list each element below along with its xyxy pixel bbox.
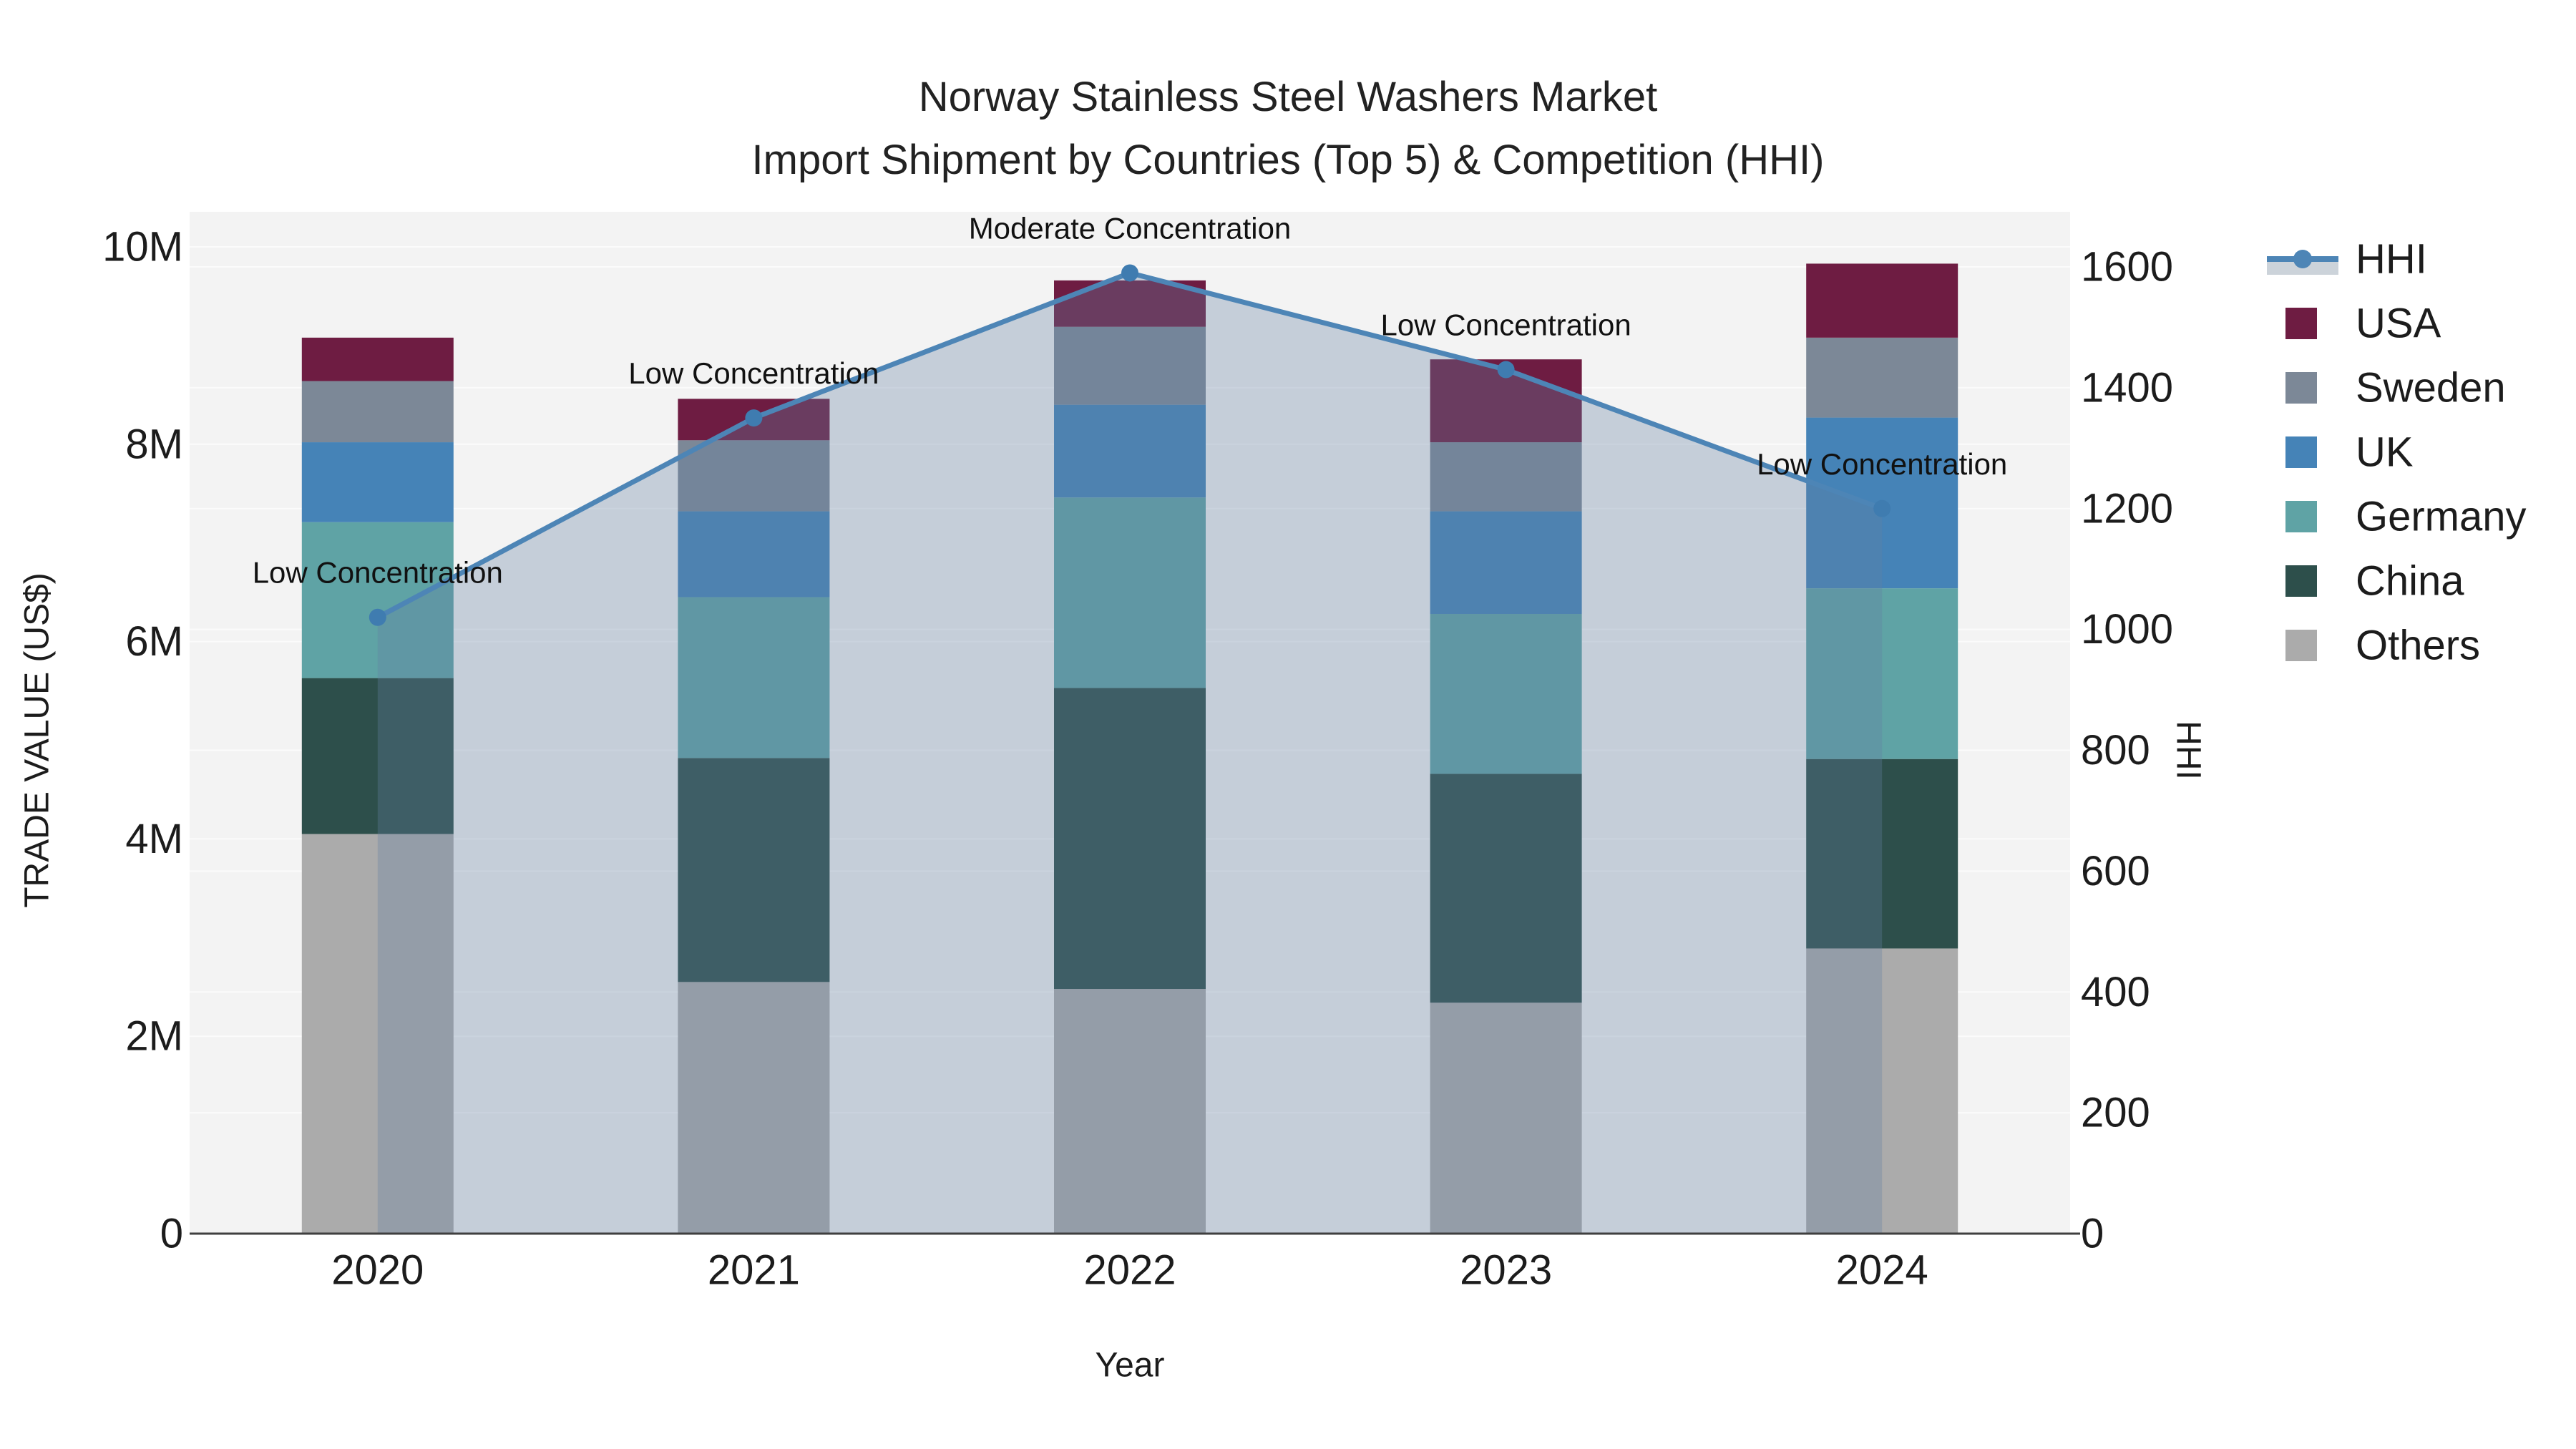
bar-segment-usa-2024[interactable] — [1806, 263, 1958, 338]
chart-title-line2: Import Shipment by Countries (Top 5) & C… — [751, 137, 1825, 183]
bar-segment-others-2021[interactable] — [678, 982, 830, 1234]
bar-segment-sweden-2023[interactable] — [1430, 442, 1582, 512]
x-tick-label: 2021 — [708, 1247, 800, 1294]
legend-item-hhi[interactable]: HHI — [2267, 236, 2427, 283]
y-right-tick-label: 600 — [2081, 848, 2150, 894]
y-right-tick-label: 1000 — [2081, 606, 2173, 653]
y-left-tick-label: 10M — [102, 224, 183, 270]
legend-hhi-marker-icon — [2293, 250, 2312, 268]
legend-label: USA — [2356, 301, 2441, 347]
legend-item-usa[interactable]: USA — [2285, 301, 2441, 347]
bar-segment-uk-2021[interactable] — [678, 511, 830, 597]
x-tick-label: 2022 — [1083, 1247, 1176, 1294]
y-right-tick-label: 200 — [2081, 1090, 2150, 1136]
bar-segment-uk-2020[interactable] — [301, 442, 454, 522]
bar-segment-sweden-2024[interactable] — [1806, 337, 1958, 418]
y-right-tick-label: 1200 — [2081, 485, 2173, 532]
hhi-marker-2020[interactable] — [369, 608, 386, 626]
legend-label: HHI — [2356, 236, 2427, 283]
bar-segment-china-2020[interactable] — [301, 678, 454, 834]
legend-label: Germany — [2356, 494, 2527, 540]
annotation-2021: Low Concentration — [628, 356, 879, 390]
chart-title-line1: Norway Stainless Steel Washers Market — [918, 74, 1658, 120]
bar-segment-usa-2020[interactable] — [301, 337, 454, 381]
x-axis-title: Year — [1096, 1347, 1165, 1385]
annotation-2020: Low Concentration — [253, 556, 503, 590]
hhi-marker-2022[interactable] — [1121, 264, 1138, 282]
bar-segment-china-2024[interactable] — [1806, 758, 1958, 949]
y-left-tick-label: 0 — [160, 1211, 183, 1257]
legend-label: Others — [2356, 623, 2480, 669]
y-left-tick-label: 8M — [125, 421, 183, 467]
y-left-tick-label: 6M — [125, 618, 183, 665]
bar-segment-china-2021[interactable] — [678, 758, 830, 982]
bar-segment-sweden-2021[interactable] — [678, 440, 830, 512]
y-left-tick-label: 2M — [125, 1013, 183, 1060]
legend-color-swatch — [2285, 436, 2317, 468]
legend: HHI USA Sweden UK Germany China Others — [2267, 236, 2527, 669]
y-left-axis-title: TRADE VALUE (US$) — [19, 572, 57, 908]
legend-item-uk[interactable]: UK — [2285, 429, 2414, 476]
bar-segment-germany-2022[interactable] — [1054, 497, 1206, 688]
y-right-tick-label: 800 — [2081, 727, 2150, 774]
legend-label: Sweden — [2356, 365, 2506, 411]
hhi-marker-2024[interactable] — [1873, 499, 1891, 517]
hhi-marker-2023[interactable] — [1497, 361, 1515, 379]
bar-segment-uk-2023[interactable] — [1430, 511, 1582, 614]
bar-segment-china-2023[interactable] — [1430, 774, 1582, 1003]
y-right-axis-title: HHI — [2170, 721, 2207, 780]
x-tick-label: 2023 — [1460, 1247, 1552, 1294]
legend-label: UK — [2356, 429, 2414, 476]
x-tick-label: 2020 — [331, 1247, 424, 1294]
chart-title: Norway Stainless Steel Washers Market Im… — [0, 66, 2576, 192]
bar-segment-sweden-2022[interactable] — [1054, 326, 1206, 405]
legend-item-china[interactable]: China — [2285, 558, 2464, 605]
annotation-2022: Moderate Concentration — [969, 211, 1292, 245]
y-right-tick-label: 400 — [2081, 969, 2150, 1015]
legend-item-germany[interactable]: Germany — [2285, 494, 2527, 540]
bar-segment-uk-2022[interactable] — [1054, 404, 1206, 498]
annotation-2024: Low Concentration — [1757, 447, 2007, 481]
legend-color-swatch — [2285, 308, 2317, 339]
bar-segment-others-2022[interactable] — [1054, 989, 1206, 1234]
legend-label: China — [2356, 558, 2464, 605]
y-left-tick-label: 4M — [125, 816, 183, 862]
legend-color-swatch — [2285, 501, 2317, 532]
bar-segment-germany-2023[interactable] — [1430, 613, 1582, 774]
legend-color-swatch — [2285, 630, 2317, 661]
bar-segment-china-2022[interactable] — [1054, 688, 1206, 990]
bar-segment-germany-2024[interactable] — [1806, 588, 1958, 759]
hhi-area — [377, 273, 1883, 1234]
y-right-tick-label: 1400 — [2081, 364, 2173, 411]
bar-segment-others-2023[interactable] — [1430, 1002, 1582, 1234]
hhi-marker-2021[interactable] — [745, 409, 763, 427]
bar-segment-germany-2021[interactable] — [678, 597, 830, 758]
legend-color-swatch — [2285, 565, 2317, 597]
y-right-tick-label: 0 — [2081, 1211, 2104, 1257]
bar-segment-others-2024[interactable] — [1806, 948, 1958, 1234]
legend-item-sweden[interactable]: Sweden — [2285, 365, 2506, 411]
bar-segment-sweden-2020[interactable] — [301, 381, 454, 443]
bar-segment-others-2020[interactable] — [301, 834, 454, 1234]
bar-segment-germany-2020[interactable] — [301, 522, 454, 678]
legend-item-others[interactable]: Others — [2285, 623, 2480, 669]
legend-color-swatch — [2285, 372, 2317, 404]
y-right-tick-label: 1600 — [2081, 244, 2173, 291]
x-tick-label: 2024 — [1836, 1247, 1928, 1294]
annotation-2023: Low Concentration — [1380, 308, 1631, 342]
